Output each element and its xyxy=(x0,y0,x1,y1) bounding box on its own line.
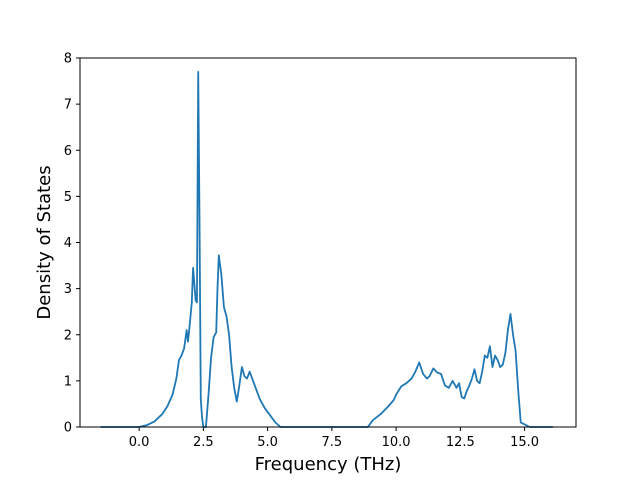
x-tick-label: 15.0 xyxy=(510,435,539,450)
y-tick-label: 4 xyxy=(64,236,72,251)
dos-series-line xyxy=(100,70,553,428)
y-tick-label: 0 xyxy=(64,421,72,436)
x-tick-label: 10.0 xyxy=(382,435,411,450)
y-tick-label: 1 xyxy=(64,374,72,389)
x-tick-label: 12.5 xyxy=(446,435,475,450)
y-tick-label: 3 xyxy=(64,282,72,297)
y-axis-ticks: 0 1 2 3 4 5 6 7 8 xyxy=(64,52,80,436)
y-tick-label: 7 xyxy=(64,98,72,113)
x-tick-label: 7.5 xyxy=(322,435,343,450)
y-tick-label: 6 xyxy=(64,144,72,159)
plot-frame xyxy=(79,57,577,428)
x-axis-ticks: 0.0 2.5 5.0 7.5 10.0 12.5 15.0 xyxy=(129,427,539,450)
plot-area xyxy=(100,70,553,428)
x-tick-label: 2.5 xyxy=(193,435,214,450)
y-tick-label: 2 xyxy=(64,328,72,343)
x-axis-label: Frequency (THz) xyxy=(255,454,402,475)
x-tick-label: 0.0 xyxy=(129,435,150,450)
y-axis-label: Density of States xyxy=(34,165,55,319)
y-tick-label: 5 xyxy=(64,190,72,205)
y-tick-label: 8 xyxy=(64,52,72,67)
x-tick-label: 5.0 xyxy=(257,435,278,450)
